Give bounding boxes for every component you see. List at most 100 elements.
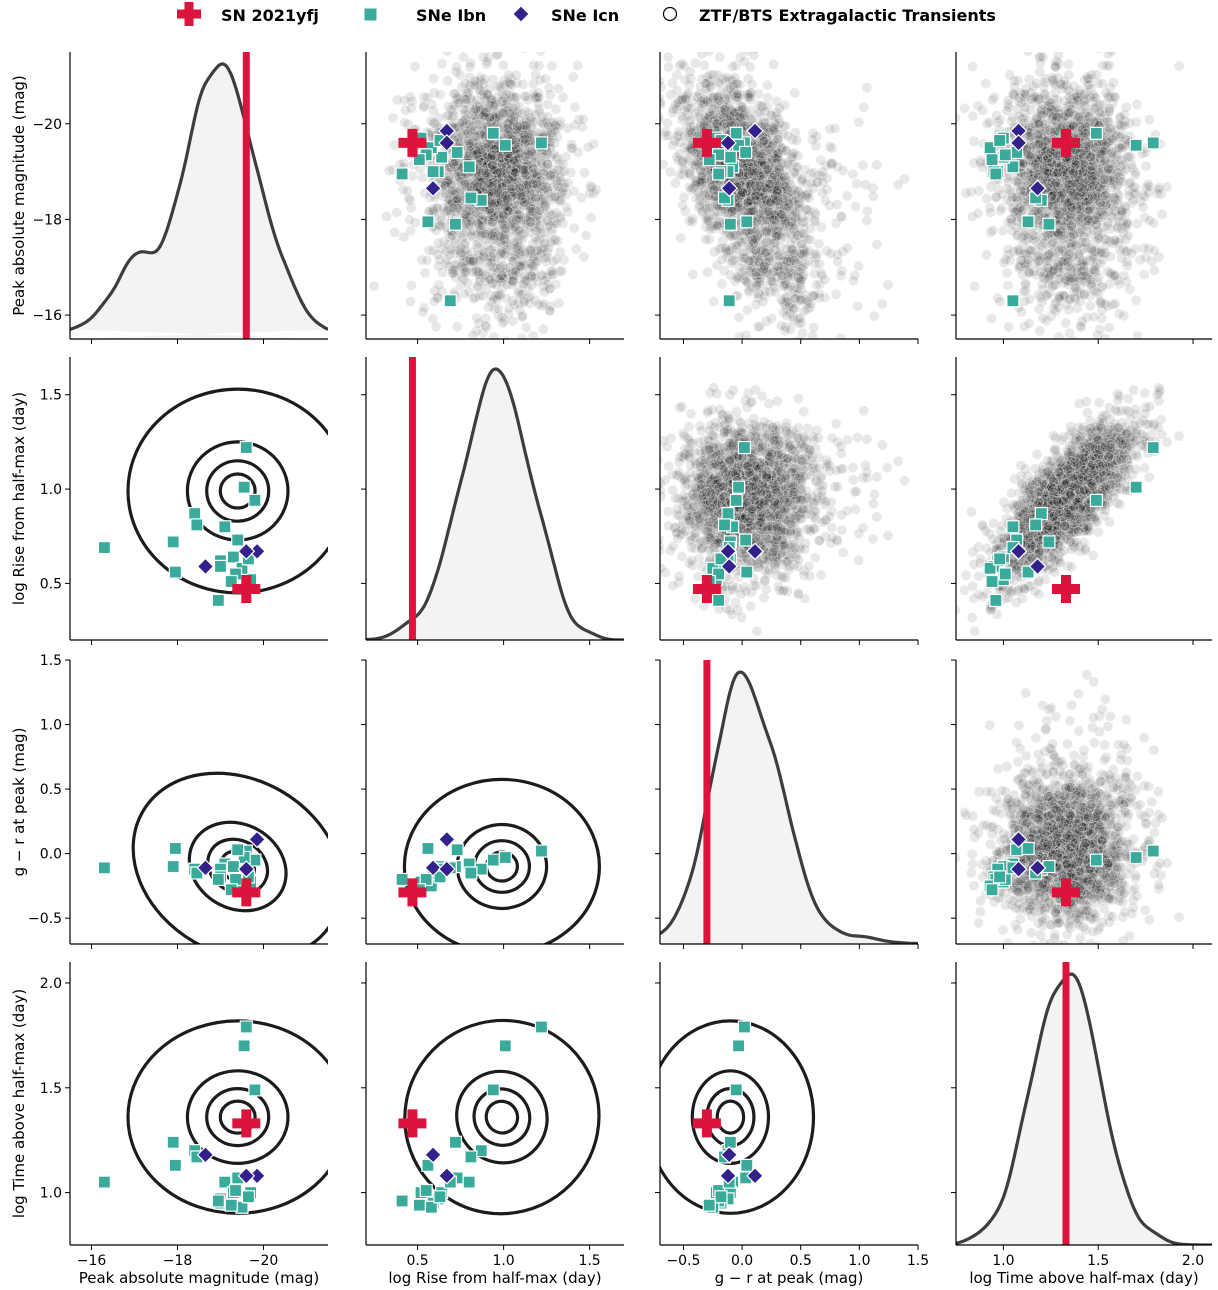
bts-point bbox=[538, 189, 550, 201]
bts-point bbox=[485, 143, 497, 154]
bts-point bbox=[435, 89, 446, 100]
bts-point bbox=[506, 191, 518, 202]
bts-point bbox=[494, 182, 506, 193]
bts-point bbox=[487, 211, 499, 222]
bts-point bbox=[784, 220, 796, 232]
bts-point bbox=[518, 343, 528, 353]
bts-point bbox=[487, 174, 499, 185]
bts-point bbox=[960, 187, 972, 199]
bts-point bbox=[514, 248, 525, 260]
bts-point bbox=[533, 103, 545, 115]
bts-point bbox=[459, 255, 471, 267]
bts-point bbox=[529, 153, 541, 164]
bts-point bbox=[481, 89, 493, 101]
bts-point bbox=[534, 74, 546, 85]
bts-point bbox=[475, 169, 487, 181]
bts-point bbox=[473, 171, 485, 182]
bts-point bbox=[530, 216, 542, 228]
bts-point bbox=[479, 112, 491, 124]
bts-point bbox=[520, 160, 532, 171]
bts-point bbox=[406, 280, 417, 291]
bts-point bbox=[585, 180, 596, 192]
bts-point bbox=[468, 139, 480, 150]
bts-point bbox=[498, 107, 509, 119]
bts-point bbox=[506, 149, 518, 161]
bts-point bbox=[428, 87, 440, 99]
bts-point bbox=[524, 195, 535, 206]
bts-point bbox=[496, 83, 508, 94]
bts-point bbox=[494, 290, 506, 302]
bts-point bbox=[431, 203, 443, 214]
bts-point bbox=[450, 88, 461, 99]
bts-point bbox=[487, 74, 499, 85]
bts-point bbox=[544, 304, 555, 316]
bts-point bbox=[451, 186, 463, 198]
bts-point bbox=[498, 79, 510, 91]
bts-point bbox=[418, 302, 430, 314]
bts-point bbox=[501, 178, 513, 189]
bts-point bbox=[471, 280, 483, 292]
bts-point bbox=[491, 294, 503, 305]
bts-point bbox=[428, 73, 439, 84]
bts-point bbox=[500, 123, 512, 134]
bts-point bbox=[440, 258, 452, 269]
bts-point bbox=[521, 135, 532, 147]
bts-point bbox=[480, 168, 492, 179]
bts-point bbox=[458, 175, 470, 187]
bts-point bbox=[518, 200, 530, 211]
bts-point bbox=[511, 153, 523, 164]
bts-point bbox=[585, 182, 597, 193]
bts-point bbox=[471, 173, 483, 184]
bts-point bbox=[850, 201, 861, 212]
bts-point bbox=[458, 273, 470, 285]
bts-point bbox=[454, 171, 466, 183]
bts-point bbox=[546, 60, 558, 72]
bts-point bbox=[427, 203, 439, 214]
bts-point bbox=[445, 177, 457, 188]
bts-point bbox=[811, 349, 821, 359]
bts-point bbox=[426, 98, 438, 110]
bts-point bbox=[487, 150, 499, 162]
bts-point bbox=[484, 260, 495, 272]
bts-point bbox=[768, 266, 780, 278]
bts-point bbox=[477, 214, 488, 225]
bts-point bbox=[539, 234, 550, 245]
bts-point bbox=[511, 173, 523, 185]
bts-point bbox=[528, 88, 540, 99]
bts-point bbox=[633, 14, 643, 24]
bts-point bbox=[474, 131, 485, 143]
bts-point bbox=[423, 245, 435, 256]
bts-point bbox=[494, 156, 506, 168]
bts-point bbox=[528, 78, 539, 90]
bts-point bbox=[470, 113, 482, 124]
bts-point bbox=[477, 151, 488, 163]
bts-point bbox=[406, 95, 418, 107]
bts-point bbox=[534, 106, 545, 118]
bts-point bbox=[468, 253, 480, 265]
bts-point bbox=[548, 169, 560, 181]
bts-point bbox=[504, 154, 515, 165]
bts-point bbox=[445, 199, 456, 210]
legend-bts-circle-icon bbox=[662, 6, 678, 22]
bts-point bbox=[981, 193, 993, 204]
bts-point bbox=[495, 255, 507, 266]
bts-point bbox=[494, 110, 506, 121]
bts-point bbox=[672, 97, 684, 109]
bts-point bbox=[671, 85, 683, 96]
bts-point bbox=[479, 150, 490, 162]
bts-point bbox=[448, 188, 460, 200]
bts-point bbox=[495, 196, 507, 207]
bts-point bbox=[467, 96, 479, 107]
bts-point bbox=[463, 177, 475, 189]
bts-point bbox=[507, 155, 519, 167]
bts-point bbox=[486, 94, 497, 105]
bts-point bbox=[453, 194, 464, 206]
bts-point bbox=[479, 73, 491, 85]
bts-point bbox=[430, 321, 442, 333]
bts-point bbox=[496, 158, 507, 170]
bts-point bbox=[545, 122, 557, 133]
bts-point bbox=[576, 121, 588, 133]
bts-point bbox=[490, 147, 502, 159]
bts-point bbox=[493, 223, 504, 235]
bts-point bbox=[492, 91, 504, 103]
